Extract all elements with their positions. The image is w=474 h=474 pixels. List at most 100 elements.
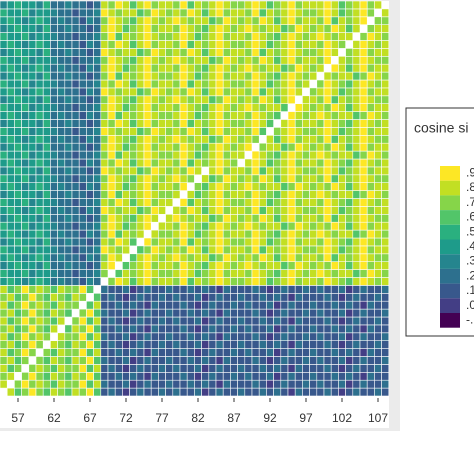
heatmap-cell	[208, 261, 217, 270]
heatmap-cell	[165, 166, 174, 176]
heatmap-cell	[338, 111, 346, 120]
heatmap-cell	[381, 316, 390, 326]
heatmap-cell	[323, 135, 332, 144]
heatmap-cell	[93, 214, 102, 223]
x-tick-label: 92	[263, 411, 277, 425]
heatmap-cell	[136, 55, 145, 65]
heatmap-cell	[150, 55, 159, 65]
heatmap-cell	[35, 103, 44, 112]
heatmap-cell	[158, 332, 166, 341]
heatmap-cell	[194, 387, 202, 397]
heatmap-cell	[100, 111, 109, 120]
heatmap-cell	[42, 150, 51, 160]
heatmap-cell	[57, 261, 66, 270]
heatmap-cell	[251, 48, 260, 57]
heatmap-cell	[42, 190, 51, 199]
heatmap-cell	[366, 285, 375, 294]
heatmap-cell	[158, 71, 166, 81]
heatmap-cell	[42, 174, 51, 184]
heatmap-cell	[230, 324, 238, 334]
heatmap-cell	[359, 190, 368, 199]
heatmap-cell	[21, 206, 30, 215]
heatmap-cell	[50, 8, 58, 18]
heatmap-cell	[50, 79, 58, 89]
heatmap-cell	[323, 0, 332, 10]
heatmap-cell	[352, 16, 361, 25]
heatmap-cell	[323, 277, 332, 286]
heatmap-cell	[194, 340, 202, 349]
heatmap-cell	[71, 150, 80, 160]
heatmap-cell	[323, 95, 332, 105]
heatmap-cell	[136, 63, 145, 73]
heatmap-cell	[309, 371, 318, 381]
heatmap-cell	[258, 166, 267, 176]
heatmap-cell	[100, 340, 109, 349]
heatmap-cell	[6, 229, 15, 239]
heatmap-cell	[251, 71, 260, 81]
heatmap-cell	[215, 174, 224, 184]
heatmap-cell	[345, 379, 354, 389]
heatmap-cell	[64, 174, 73, 184]
heatmap-cell	[294, 55, 303, 65]
heatmap-cell	[93, 292, 102, 302]
heatmap-cell	[374, 316, 382, 326]
heatmap-cell	[143, 166, 152, 176]
heatmap-cell	[294, 8, 303, 18]
heatmap-cell	[359, 32, 368, 41]
heatmap-cell	[122, 300, 130, 310]
heatmap-cell	[381, 55, 390, 65]
heatmap-cell	[338, 8, 346, 18]
heatmap-cell	[100, 48, 109, 57]
heatmap-cell	[129, 300, 138, 310]
heatmap-cell	[57, 127, 66, 136]
heatmap-cell	[345, 48, 354, 57]
heatmap-cell	[359, 111, 368, 120]
heatmap-cell	[258, 364, 267, 373]
heatmap-cell	[64, 32, 73, 41]
heatmap-cell	[78, 198, 87, 207]
heatmap-cell	[6, 103, 15, 112]
heatmap-cell	[374, 379, 382, 389]
heatmap-cell	[338, 63, 346, 73]
heatmap-cell	[208, 55, 217, 65]
heatmap-cell	[42, 111, 51, 120]
heatmap-cell	[381, 174, 390, 184]
heatmap-cell	[93, 300, 102, 310]
heatmap-cell	[359, 87, 368, 97]
heatmap-cell	[86, 87, 94, 97]
heatmap-cell	[150, 79, 159, 89]
heatmap-cell	[14, 348, 22, 357]
heatmap-cell	[122, 8, 130, 18]
heatmap-cell	[136, 158, 145, 168]
heatmap-cell	[107, 103, 116, 112]
heatmap-cell	[381, 364, 390, 373]
heatmap-cell	[258, 79, 267, 89]
heatmap-cell	[86, 300, 94, 310]
heatmap-cell	[122, 332, 130, 341]
heatmap-cell	[194, 40, 202, 49]
heatmap-cell	[64, 277, 73, 286]
heatmap-cell	[244, 32, 253, 41]
heatmap-cell	[230, 150, 238, 160]
heatmap-cell	[237, 340, 246, 349]
heatmap-cell	[222, 174, 231, 184]
heatmap-cell	[150, 0, 159, 10]
heatmap-cell	[287, 135, 296, 144]
heatmap-cell	[0, 253, 8, 263]
heatmap-cell	[0, 95, 8, 105]
heatmap-cell	[50, 150, 58, 160]
heatmap-cell	[42, 71, 51, 81]
heatmap-cell	[78, 174, 87, 184]
heatmap-cell	[230, 32, 238, 41]
heatmap-cell	[258, 324, 267, 334]
heatmap-cell	[136, 127, 145, 136]
heatmap-cell	[143, 269, 152, 278]
heatmap-cell	[93, 71, 102, 81]
heatmap-cell	[280, 292, 289, 302]
heatmap-cell	[338, 269, 346, 278]
heatmap-cell	[352, 87, 361, 97]
heatmap-cell	[215, 214, 224, 223]
heatmap-cell	[143, 237, 152, 247]
heatmap-cell	[28, 63, 37, 73]
heatmap-cell	[35, 150, 44, 160]
